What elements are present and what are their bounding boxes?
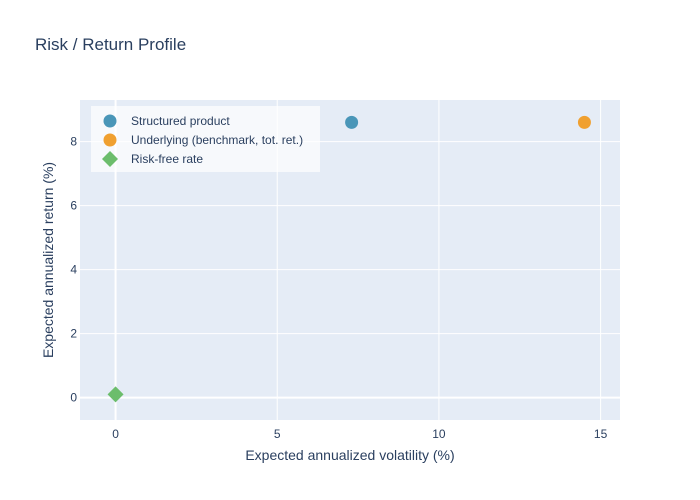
- legend-marker: [103, 114, 117, 128]
- data-point: [577, 115, 591, 129]
- y-tick-label: 2: [70, 327, 77, 341]
- y-axis-label: Expected annualized return (%): [40, 162, 56, 358]
- y-tick-label: 6: [70, 199, 77, 213]
- tick-layer: 0 5 10 15 0 2 4 6 8: [70, 135, 607, 441]
- legend-box: [91, 106, 320, 172]
- chart-title: Risk / Return Profile: [35, 35, 186, 54]
- legend-marker: [102, 151, 118, 167]
- legend: Structured product Underlying (benchmark,…: [91, 106, 320, 172]
- x-tick-label: 0: [112, 427, 119, 441]
- legend-label: Risk-free rate: [131, 152, 203, 166]
- x-axis-label: Expected annualized volatility (%): [245, 447, 454, 463]
- legend-label: Structured product: [131, 114, 230, 128]
- x-tick-label: 10: [432, 427, 446, 441]
- x-tick-label: 5: [274, 427, 281, 441]
- data-point: [107, 386, 124, 403]
- x-tick-label: 15: [594, 427, 608, 441]
- data-point: [345, 115, 359, 129]
- point-layer: [107, 115, 591, 403]
- y-tick-label: 4: [70, 263, 77, 277]
- legend-label: Underlying (benchmark, tot. ret.): [131, 133, 303, 147]
- legend-items: Structured product Underlying (benchmark,…: [102, 114, 303, 167]
- y-tick-label: 0: [70, 391, 77, 405]
- y-tick-label: 8: [70, 135, 77, 149]
- legend-marker: [103, 133, 117, 147]
